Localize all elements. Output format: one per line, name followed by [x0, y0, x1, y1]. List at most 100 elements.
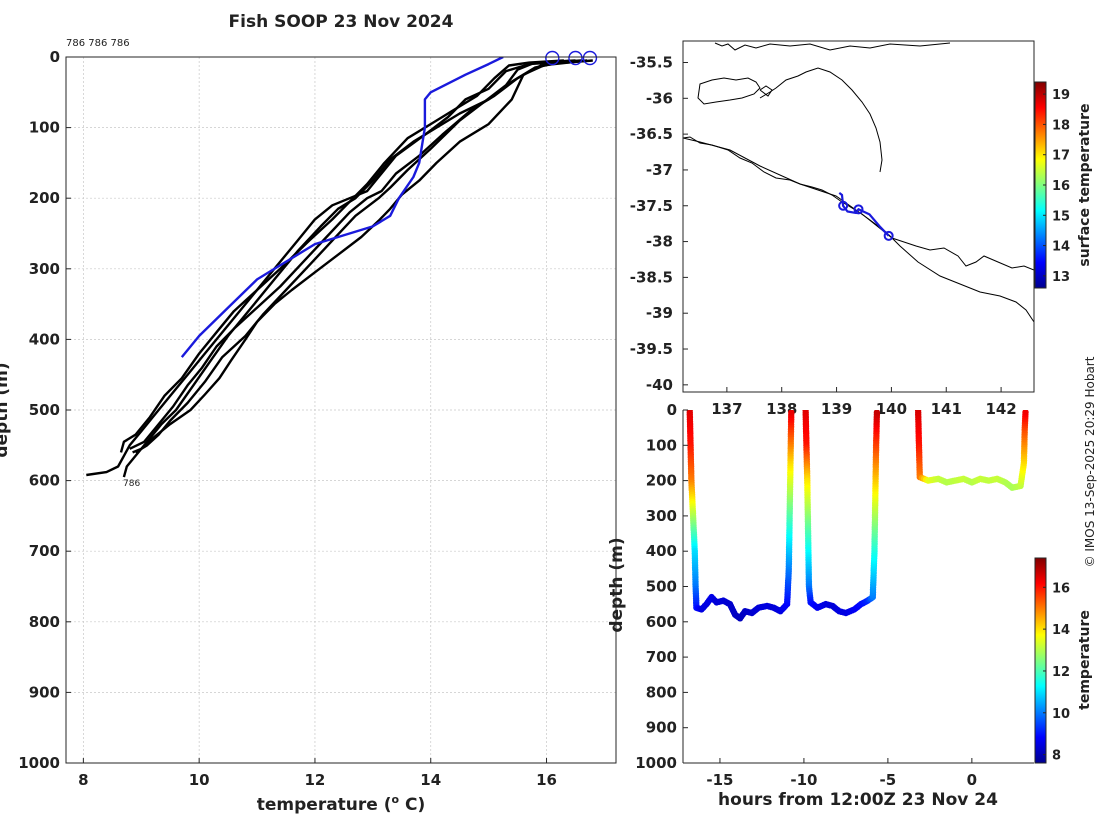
profile-x-ticks: 8 10 12 14 16 [78, 758, 557, 789]
map-colorbar-tick-label: 17 [1052, 149, 1070, 164]
section-y-tick-label: 900 [646, 719, 677, 737]
profile-surface-markers [545, 50, 598, 66]
section-point [873, 410, 881, 416]
map-colorbar-tick-label: 18 [1052, 118, 1070, 133]
map-y-tick-label: -35.5 [630, 53, 673, 71]
map-x-tick-label: 142 [985, 400, 1016, 418]
section-y-tick-label: 700 [646, 648, 677, 666]
profile-y-tick-label: 1000 [18, 754, 60, 772]
section-y-tick-label: 300 [646, 507, 677, 525]
profile-y-tick-label: 0 [50, 48, 60, 66]
profile-series-cast5 [122, 59, 570, 478]
profile-y-tick-label: 400 [29, 330, 60, 348]
profile-y-ticks: 0 100 200 300 400 500 600 700 800 900 1000 [18, 48, 71, 772]
section-dive3 [914, 410, 1029, 491]
section-y-label: depth (m) [607, 537, 627, 632]
profile-y-tick-label: 800 [29, 613, 60, 631]
coast-north [759, 67, 883, 173]
profile-y-tick-label: 200 [29, 189, 60, 207]
section-x-tick-label: 0 [967, 771, 977, 789]
profile-x-tick-label: 8 [78, 771, 88, 789]
map-colorbar-tick-label: 19 [1052, 88, 1070, 103]
profile-series-cast4 [86, 59, 582, 477]
profile-series-cast2 [134, 59, 576, 454]
section-point [788, 410, 795, 416]
gulf-coast [683, 137, 1034, 323]
profile-y-tick-label: 600 [29, 472, 60, 490]
section-colorbar-tick-label: 8 [1052, 749, 1061, 764]
section-y-tick-label: 200 [646, 472, 677, 490]
profile-top-label: 786 786 786 [66, 38, 130, 49]
profile-surface-marker [582, 50, 598, 66]
profile-grid [66, 56, 616, 764]
map-y-tick-label: -38 [646, 233, 673, 251]
section-point [1022, 410, 1029, 416]
map-y-tick-label: -39 [646, 304, 673, 322]
profile-axes-box [65, 56, 617, 764]
section-x-tick-label: -15 [706, 771, 733, 789]
map-y-tick-label: -36.5 [630, 125, 673, 143]
map-colorbar-tick-label: 15 [1052, 209, 1070, 224]
section-colorbar-tick-label: 16 [1052, 581, 1070, 596]
profile-y-tick-label: 100 [29, 119, 60, 137]
map-y-tick-label: -38.5 [630, 268, 673, 286]
map-coastline [683, 42, 1034, 323]
section-x-tick-label: -5 [880, 771, 897, 789]
profile-x-tick-label: 10 [189, 771, 210, 789]
map-track-marker [883, 230, 894, 241]
map-track [838, 192, 894, 241]
map-colorbar-tick-label: 14 [1052, 240, 1070, 255]
map-y-ticks: -35.5 -36 -36.5 -37 -37.5 -38 -38.5 -39 -39.5 -40 [630, 53, 688, 394]
section-panel: -15 -10 -5 0 0 100 200 300 400 500 600 700 800 900 10… [607, 401, 1093, 810]
map-track-line [838, 192, 890, 237]
profile-y-tick-label: 500 [29, 401, 60, 419]
map-panel: 137 138 139 140 141 142 -35.5-36-36.5-37-37.5… [630, 40, 1093, 418]
coast-northeast [714, 42, 951, 51]
section-y-tick-label: 1000 [635, 754, 677, 772]
profile-panel: 8 10 12 14 16 0 100 200 300 400 500 600 700 800 900 10… [0, 38, 617, 815]
map-y-tick-label: -37 [646, 161, 673, 179]
section-y-tick-label: 0 [667, 401, 677, 419]
island [697, 77, 761, 105]
profile-tag-label: 786 [123, 479, 140, 489]
map-colorbar-label: surface temperature [1077, 103, 1093, 266]
map-colorbar-tick-label: 16 [1052, 179, 1070, 194]
section-colorbar-label: temperature [1077, 610, 1093, 710]
profile-surface-marker [545, 50, 560, 66]
map-x-tick-label: 137 [711, 400, 742, 418]
map-x-tick-label: 140 [876, 400, 907, 418]
profile-series-cast6 [119, 59, 564, 453]
profile-series-cast7 [180, 57, 504, 358]
section-series [686, 410, 1029, 622]
profile-x-tick-label: 12 [305, 771, 326, 789]
map-colorbar-ticks: 13 14 15 16 17 18 19 [1043, 88, 1070, 285]
map-axes-box [682, 40, 1035, 393]
profile-x-tick-label: 16 [536, 771, 557, 789]
profile-surface-marker [568, 50, 583, 66]
map-colorbar-tick-label: 13 [1052, 270, 1070, 285]
mainland-coast [683, 136, 1034, 271]
map-y-tick-label: -36 [646, 89, 673, 107]
map-x-tick-label: 141 [931, 400, 962, 418]
section-colorbar [1034, 557, 1047, 764]
map-y-tick-label: -40 [646, 376, 673, 394]
section-y-tick-label: 400 [646, 542, 677, 560]
map-track-marker [838, 200, 849, 211]
profile-y-label: depth (m) [0, 362, 12, 457]
section-y-tick-label: 800 [646, 683, 677, 701]
section-y-tick-label: 500 [646, 578, 677, 596]
map-y-tick-label: -37.5 [630, 197, 673, 215]
figure-title: Fish SOOP 23 Nov 2024 [229, 12, 454, 32]
section-colorbar-tick-label: 14 [1052, 623, 1070, 638]
section-x-label: hours from 12:00Z 23 Nov 24 [718, 790, 998, 810]
section-dive1 [686, 410, 795, 622]
section-colorbar-tick-label: 10 [1052, 707, 1070, 722]
section-y-ticks: 0 100 200 300 400 500 600 700 800 900 1000 [635, 401, 688, 772]
map-track-marker [853, 204, 864, 215]
profile-y-tick-label: 300 [29, 260, 60, 278]
section-x-ticks: -15 -10 -5 0 [706, 758, 977, 789]
profile-y-tick-label: 700 [29, 542, 60, 560]
credit-label: © IMOS 13-Sep-2025 20:29 Hobart [1083, 356, 1097, 567]
profile-series [86, 57, 593, 478]
